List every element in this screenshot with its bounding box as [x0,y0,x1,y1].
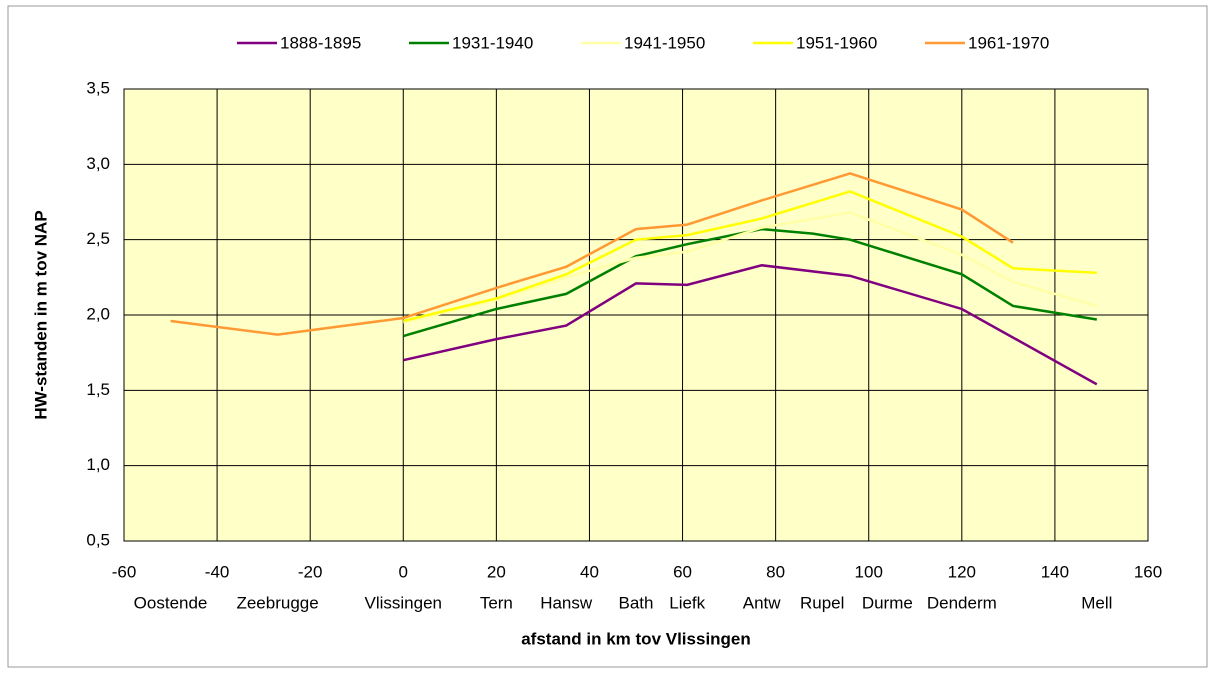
legend-label: 1951-1960 [796,33,877,52]
legend-label: 1931-1940 [452,33,533,52]
y-tick-label: 3,0 [86,154,110,173]
x-tick-label: 40 [580,562,599,581]
location-label: Bath [619,593,654,612]
series-line [402,190,1097,323]
x-tick-label: -20 [298,562,323,581]
location-label: Mell [1081,593,1112,612]
location-label: Zeebrugge [236,593,318,612]
location-label: Rupel [800,593,844,612]
location-label: Tern [480,593,513,612]
y-tick-label: 1,0 [86,455,110,474]
y-tick-label: 1,5 [86,380,110,399]
series-line [402,211,1098,324]
x-tick-label: 60 [673,562,692,581]
location-label: Antw [743,593,782,612]
y-tick-label: 3,5 [86,78,110,97]
series-line [402,264,1098,386]
y-tick-label: 2,5 [86,229,110,248]
location-label: Liefk [669,593,705,612]
x-tick-label: 80 [766,562,785,581]
x-axis-title: afstand in km tov Vlissingen [521,629,751,648]
x-tick-label: 140 [1041,562,1069,581]
x-tick-label: 160 [1134,562,1162,581]
x-tick-label: 120 [948,562,976,581]
x-tick-label: 0 [399,562,408,581]
location-label: Oostende [134,593,208,612]
x-tick-label: -40 [205,562,230,581]
legend-label: 1888-1895 [280,33,361,52]
y-tick-label: 2,0 [86,304,110,323]
location-label: Hansw [540,593,593,612]
location-label: Denderm [927,593,997,612]
series-line [170,172,1014,336]
location-label: Durme [862,593,913,612]
location-label: Vlissingen [365,593,443,612]
y-tick-label: 0,5 [86,530,110,549]
series-line [402,227,1097,338]
x-tick-label: 100 [855,562,883,581]
x-tick-label: 20 [487,562,506,581]
y-axis-title: HW-standen in m tov NAP [31,210,50,419]
x-tick-label: -60 [112,562,137,581]
legend-label: 1941-1950 [624,33,705,52]
legend-label: 1961-1970 [968,33,1049,52]
